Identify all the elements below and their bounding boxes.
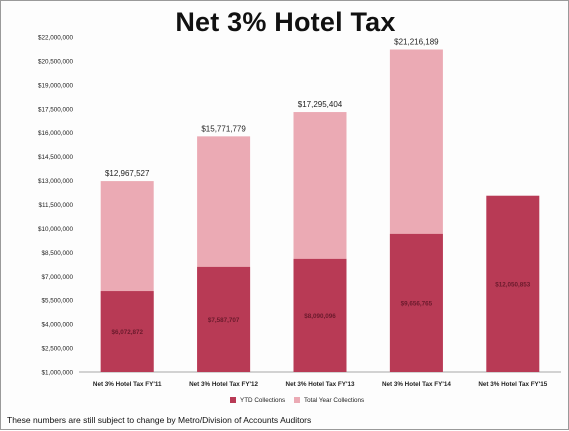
legend-label-total: Total Year Collections (304, 397, 364, 404)
y-tick-label: $2,500,000 (41, 346, 73, 353)
bar-label-ytd: $8,090,096 (304, 313, 336, 320)
y-tick-label: $10,000,000 (38, 226, 74, 233)
bar-label-ytd: $6,072,872 (111, 329, 143, 336)
y-tick-label: $4,000,000 (41, 322, 73, 329)
y-tick-label: $5,500,000 (41, 298, 73, 305)
y-tick-label: $14,500,000 (38, 154, 74, 161)
bar-ytd-collections (293, 258, 347, 372)
y-tick-label: $20,500,000 (38, 58, 74, 65)
bar-label-ytd: $7,587,707 (208, 317, 240, 324)
bar-label-total: $15,771,779 (201, 124, 246, 133)
bar-ytd-collections (197, 266, 251, 372)
bar-label-total: $12,967,527 (105, 169, 150, 178)
bar-label-total: $17,295,404 (298, 100, 343, 109)
y-tick-label: $13,000,000 (38, 178, 74, 185)
y-tick-label: $19,000,000 (38, 82, 74, 89)
bar-label-total: $21,216,189 (394, 38, 439, 47)
chart-title: Net 3% Hotel Tax (175, 7, 396, 37)
y-tick-label: $17,500,000 (38, 106, 74, 113)
y-tick-label: $22,000,000 (38, 35, 74, 42)
x-tick-label: Net 3% Hotel Tax FY'13 (286, 381, 355, 388)
y-tick-label: $1,000,000 (41, 370, 73, 377)
bar-label-ytd: $12,050,853 (495, 281, 531, 288)
bar-ytd-collections (486, 195, 540, 372)
x-tick-label: Net 3% Hotel Tax FY'12 (189, 381, 258, 388)
y-tick-label: $11,500,000 (38, 202, 73, 209)
bar-label-ytd: $9,656,765 (401, 300, 433, 307)
bar-ytd-collections (100, 291, 154, 372)
y-tick-label: $7,000,000 (41, 274, 73, 281)
legend-swatch-total (294, 397, 300, 403)
footnote: These numbers are still subject to chang… (7, 415, 312, 425)
y-tick-label: $16,000,000 (38, 130, 74, 137)
y-tick-label: $8,500,000 (41, 250, 73, 257)
x-tick-label: Net 3% Hotel Tax FY'15 (478, 381, 547, 388)
x-tick-label: Net 3% Hotel Tax FY'14 (382, 381, 451, 388)
legend-swatch-ytd (230, 397, 236, 403)
bar-ytd-collections (389, 233, 443, 372)
x-tick-label: Net 3% Hotel Tax FY'11 (93, 381, 162, 388)
legend-label-ytd: YTD Collections (240, 397, 285, 404)
